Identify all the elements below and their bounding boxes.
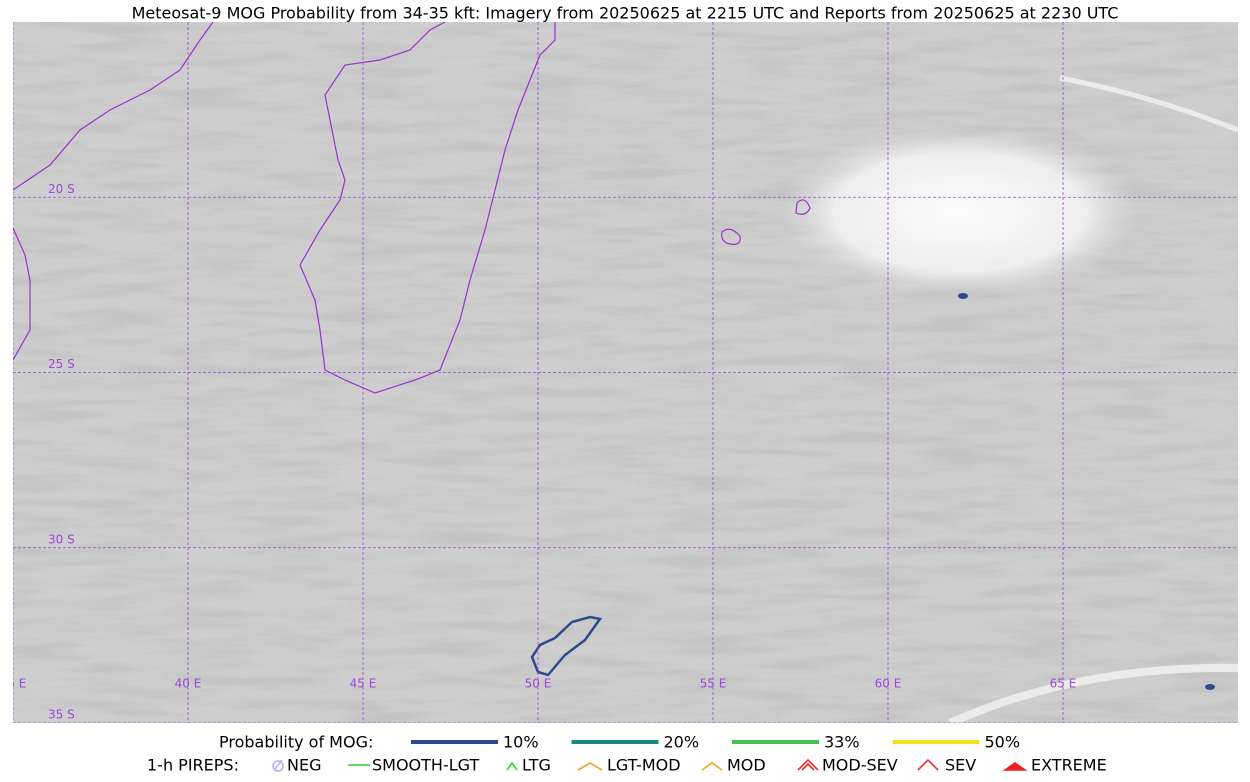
lon-label: 35 E — [0, 677, 26, 691]
pirep-icon — [506, 761, 518, 771]
lon-label: 65 E — [1050, 677, 1077, 691]
mog-contour — [1205, 684, 1215, 690]
coastlines — [13, 22, 811, 394]
mog-contour — [530, 615, 603, 677]
legend-label: 20% — [664, 733, 700, 752]
lon-label: 50 E — [525, 677, 552, 691]
pirep-label: SEV — [945, 756, 976, 775]
pirep-label: NEG — [287, 756, 321, 775]
pirep-label: LTG — [522, 756, 551, 775]
title: Meteosat-9 MOG Probability from 34-35 kf… — [132, 4, 1119, 23]
pirep-label: SMOOTH-LGT — [372, 756, 479, 775]
legend: Probability of MOG: 10% 20% 33% 50% 1-h PIREP… — [147, 733, 1107, 775]
legend-title: Probability of MOG: — [219, 733, 373, 752]
graticule: 35 E 40 E 45 E 50 E 55 E 60 E 65 E 20 S 25 S 30 S… — [0, 22, 1238, 723]
cloud-feature — [780, 127, 1140, 297]
lat-label: 20 S — [48, 182, 75, 196]
lat-label: 35 S — [48, 708, 75, 722]
island-coast — [721, 228, 741, 245]
pirep-icon — [917, 758, 939, 771]
lon-label: 55 E — [700, 677, 727, 691]
legend-label: 33% — [824, 733, 860, 752]
legend-title: 1-h PIREPS: — [147, 756, 239, 775]
pirep-label: EXTREME — [1031, 756, 1107, 775]
africa-coast — [13, 22, 214, 191]
pirep-label: MOD — [727, 756, 766, 775]
pirep-label: LGT-MOD — [607, 756, 681, 775]
pirep-icon — [272, 759, 284, 772]
pirep-icon — [1002, 762, 1028, 771]
legend-label: 50% — [985, 733, 1021, 752]
lat-label: 25 S — [48, 357, 75, 371]
pirep-icon — [701, 762, 723, 771]
pirep-label: MOD-SEV — [822, 756, 898, 775]
lon-label: 45 E — [350, 677, 377, 691]
mog-contour — [958, 293, 968, 299]
map: 35 E 40 E 45 E 50 E 55 E 60 E 65 E 20 S 25 S 30 S… — [0, 22, 1238, 723]
cloud-streak — [1059, 75, 1238, 133]
africa-coast — [13, 227, 31, 361]
legend-label: 10% — [503, 733, 539, 752]
pirep-icon — [577, 762, 603, 771]
pirep-icon — [797, 758, 819, 771]
madagascar-coast — [299, 22, 556, 394]
island-coast — [795, 199, 811, 215]
lat-label: 30 S — [48, 532, 75, 546]
lon-label: 40 E — [175, 677, 202, 691]
lon-label: 60 E — [875, 677, 902, 691]
cloud-streak — [948, 663, 1238, 723]
